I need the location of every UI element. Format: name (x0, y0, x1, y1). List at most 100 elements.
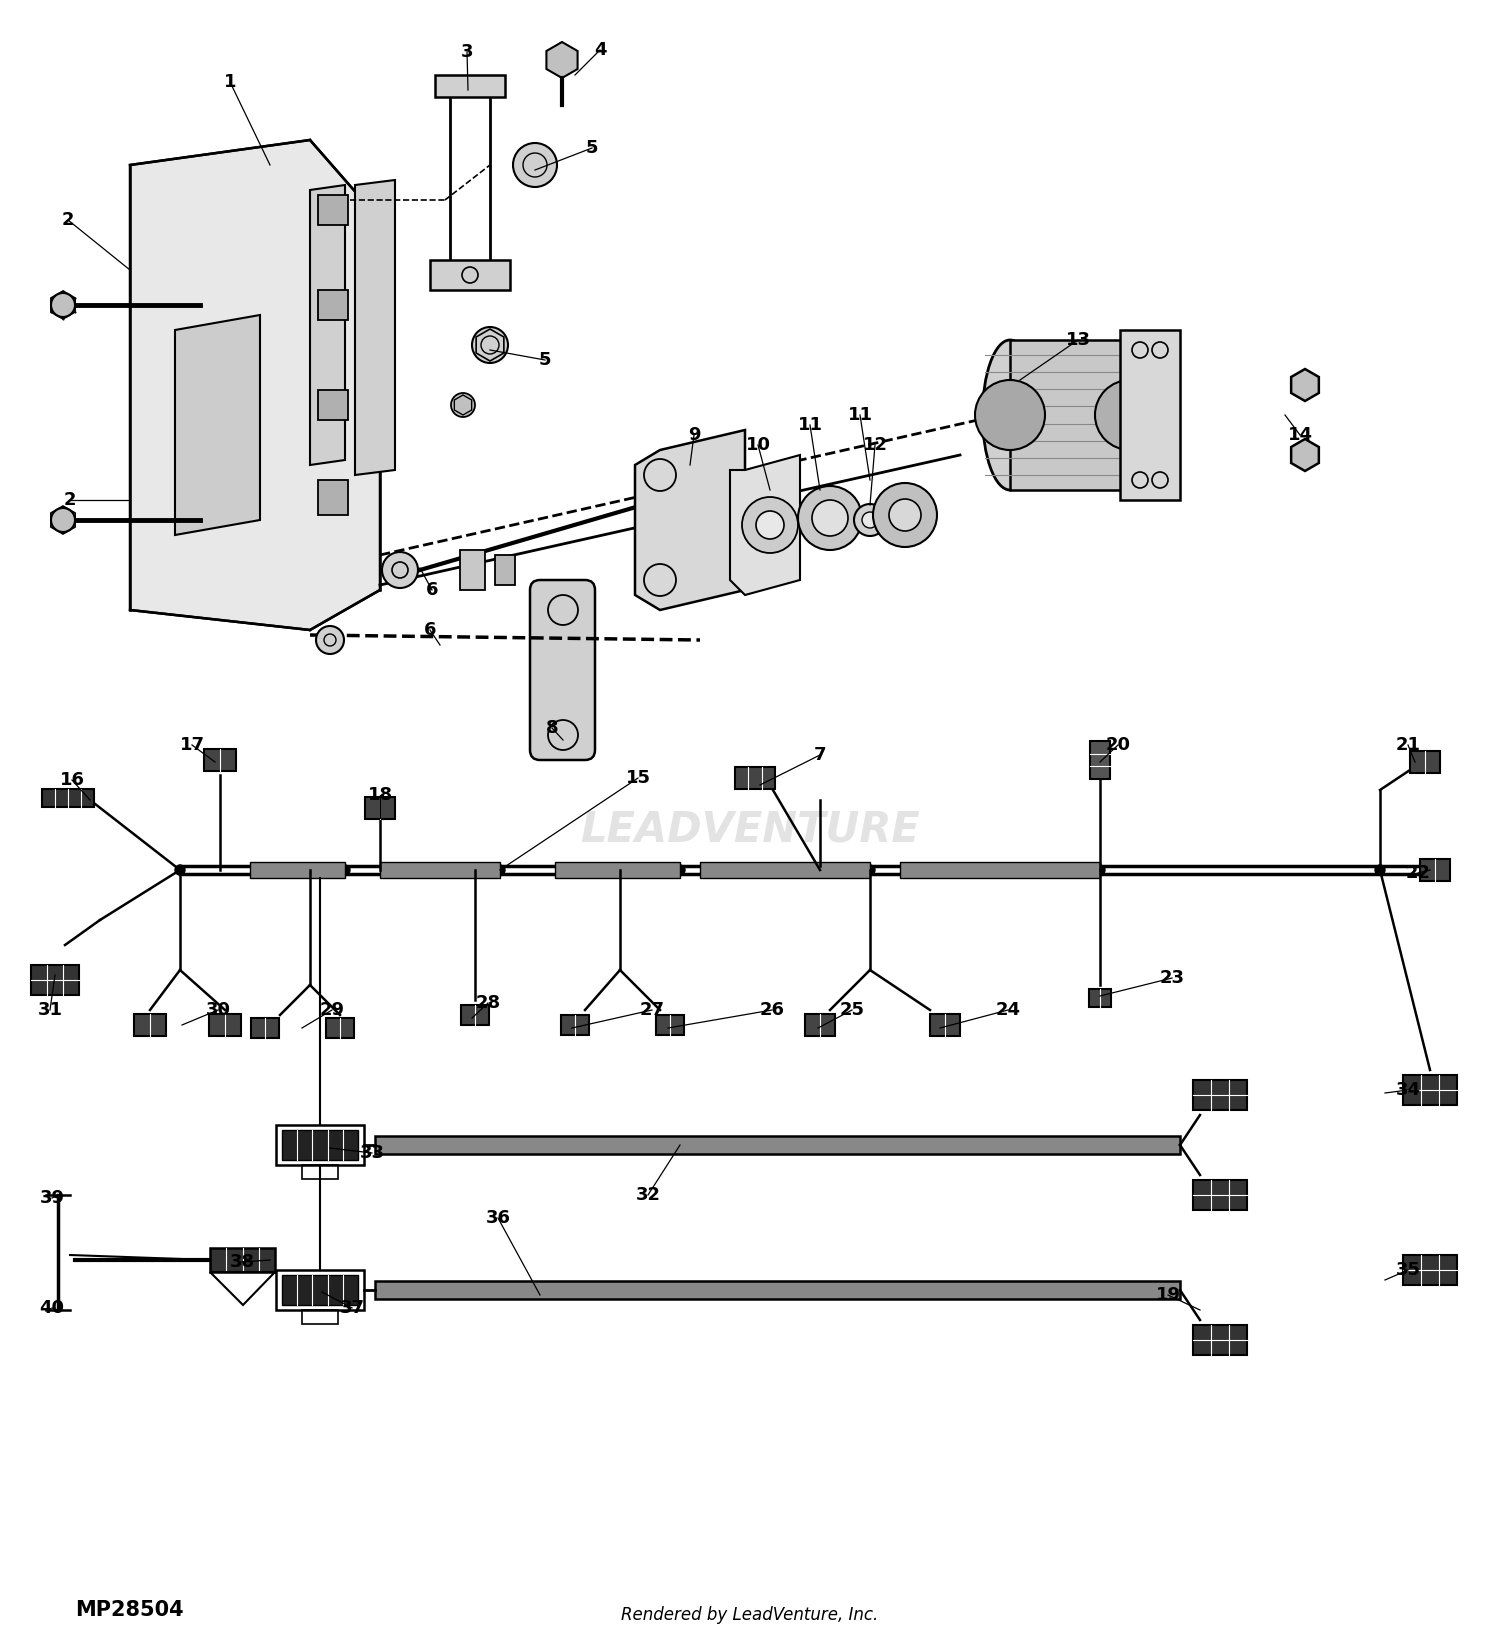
Bar (430, 260, 510, 290)
Circle shape (340, 865, 350, 875)
Bar (930, 1014, 960, 1036)
Circle shape (1376, 865, 1384, 875)
Circle shape (1095, 865, 1106, 875)
Text: Rendered by LeadVenture, Inc.: Rendered by LeadVenture, Inc. (621, 1607, 879, 1625)
Text: 21: 21 (1395, 736, 1420, 754)
Bar (900, 862, 1100, 879)
Bar (251, 862, 345, 879)
Circle shape (975, 380, 1046, 450)
Text: 17: 17 (180, 736, 204, 754)
Text: 35: 35 (1395, 1261, 1420, 1279)
Text: 29: 29 (320, 1001, 345, 1019)
Polygon shape (730, 455, 800, 596)
Circle shape (513, 142, 556, 187)
Circle shape (862, 512, 877, 528)
Bar (318, 195, 348, 226)
Text: 31: 31 (38, 1001, 63, 1019)
Bar (1010, 340, 1130, 491)
Bar (276, 1270, 364, 1310)
Bar (1192, 1325, 1246, 1355)
Bar (1402, 1075, 1456, 1104)
Polygon shape (356, 180, 395, 474)
FancyBboxPatch shape (530, 581, 596, 761)
Text: 24: 24 (996, 1001, 1020, 1019)
Text: 26: 26 (759, 1001, 784, 1019)
Polygon shape (130, 141, 380, 630)
Text: 22: 22 (1406, 864, 1431, 882)
Bar (656, 1014, 684, 1036)
Polygon shape (634, 430, 746, 610)
Bar (364, 797, 394, 820)
Text: 8: 8 (546, 718, 558, 736)
Text: 10: 10 (746, 437, 771, 455)
Bar (1089, 990, 1112, 1008)
Bar (282, 1274, 358, 1306)
Circle shape (472, 327, 508, 363)
Text: 11: 11 (847, 406, 873, 424)
Circle shape (756, 510, 784, 538)
Text: 9: 9 (687, 425, 700, 443)
Bar (1410, 751, 1440, 772)
Text: 2: 2 (62, 211, 74, 229)
Circle shape (798, 486, 862, 550)
Bar (251, 1018, 279, 1037)
Text: 25: 25 (840, 1001, 864, 1019)
Text: 11: 11 (798, 416, 822, 434)
Text: 14: 14 (1287, 425, 1312, 443)
Text: 32: 32 (636, 1186, 660, 1204)
Text: 30: 30 (206, 1001, 231, 1019)
Bar (555, 862, 680, 879)
Text: 39: 39 (39, 1189, 64, 1207)
Text: 40: 40 (39, 1299, 64, 1317)
Text: 18: 18 (368, 785, 393, 803)
Circle shape (316, 627, 344, 654)
Bar (318, 389, 348, 420)
Bar (375, 1135, 1180, 1153)
Polygon shape (176, 316, 260, 535)
Bar (276, 1126, 364, 1165)
Text: 5: 5 (538, 352, 552, 370)
Text: MP28504: MP28504 (75, 1600, 183, 1620)
Bar (1120, 330, 1180, 501)
Circle shape (495, 865, 506, 875)
Text: 4: 4 (594, 41, 606, 59)
Circle shape (452, 393, 476, 417)
Text: 23: 23 (1160, 969, 1185, 987)
Bar (380, 862, 500, 879)
Polygon shape (546, 43, 578, 79)
Bar (134, 1014, 166, 1036)
Text: 38: 38 (230, 1253, 255, 1271)
Bar (1402, 1255, 1456, 1284)
Bar (1192, 1180, 1246, 1211)
Text: 27: 27 (639, 1001, 664, 1019)
Bar (210, 1248, 274, 1273)
Text: 3: 3 (460, 43, 474, 61)
Circle shape (873, 483, 938, 546)
Text: 37: 37 (339, 1299, 364, 1317)
Bar (460, 550, 484, 591)
Text: 36: 36 (486, 1209, 510, 1227)
Circle shape (865, 865, 874, 875)
Bar (495, 555, 514, 586)
Text: 13: 13 (1065, 330, 1090, 348)
Bar (282, 1130, 358, 1160)
Circle shape (742, 497, 798, 553)
Bar (209, 1014, 242, 1036)
Polygon shape (1292, 438, 1318, 471)
Bar (32, 965, 80, 995)
Text: 28: 28 (476, 995, 501, 1013)
Bar (326, 1018, 354, 1037)
Bar (318, 479, 348, 515)
Bar (42, 789, 94, 807)
Text: 2: 2 (63, 491, 76, 509)
Bar (561, 1014, 590, 1036)
Bar (302, 1165, 338, 1180)
Circle shape (675, 865, 686, 875)
Circle shape (51, 293, 75, 317)
Text: 6: 6 (426, 581, 438, 599)
Text: 19: 19 (1155, 1286, 1180, 1304)
Text: LEADVENTURE: LEADVENTURE (580, 808, 920, 851)
Circle shape (853, 504, 886, 537)
Bar (1420, 859, 1450, 882)
Bar (806, 1014, 836, 1036)
